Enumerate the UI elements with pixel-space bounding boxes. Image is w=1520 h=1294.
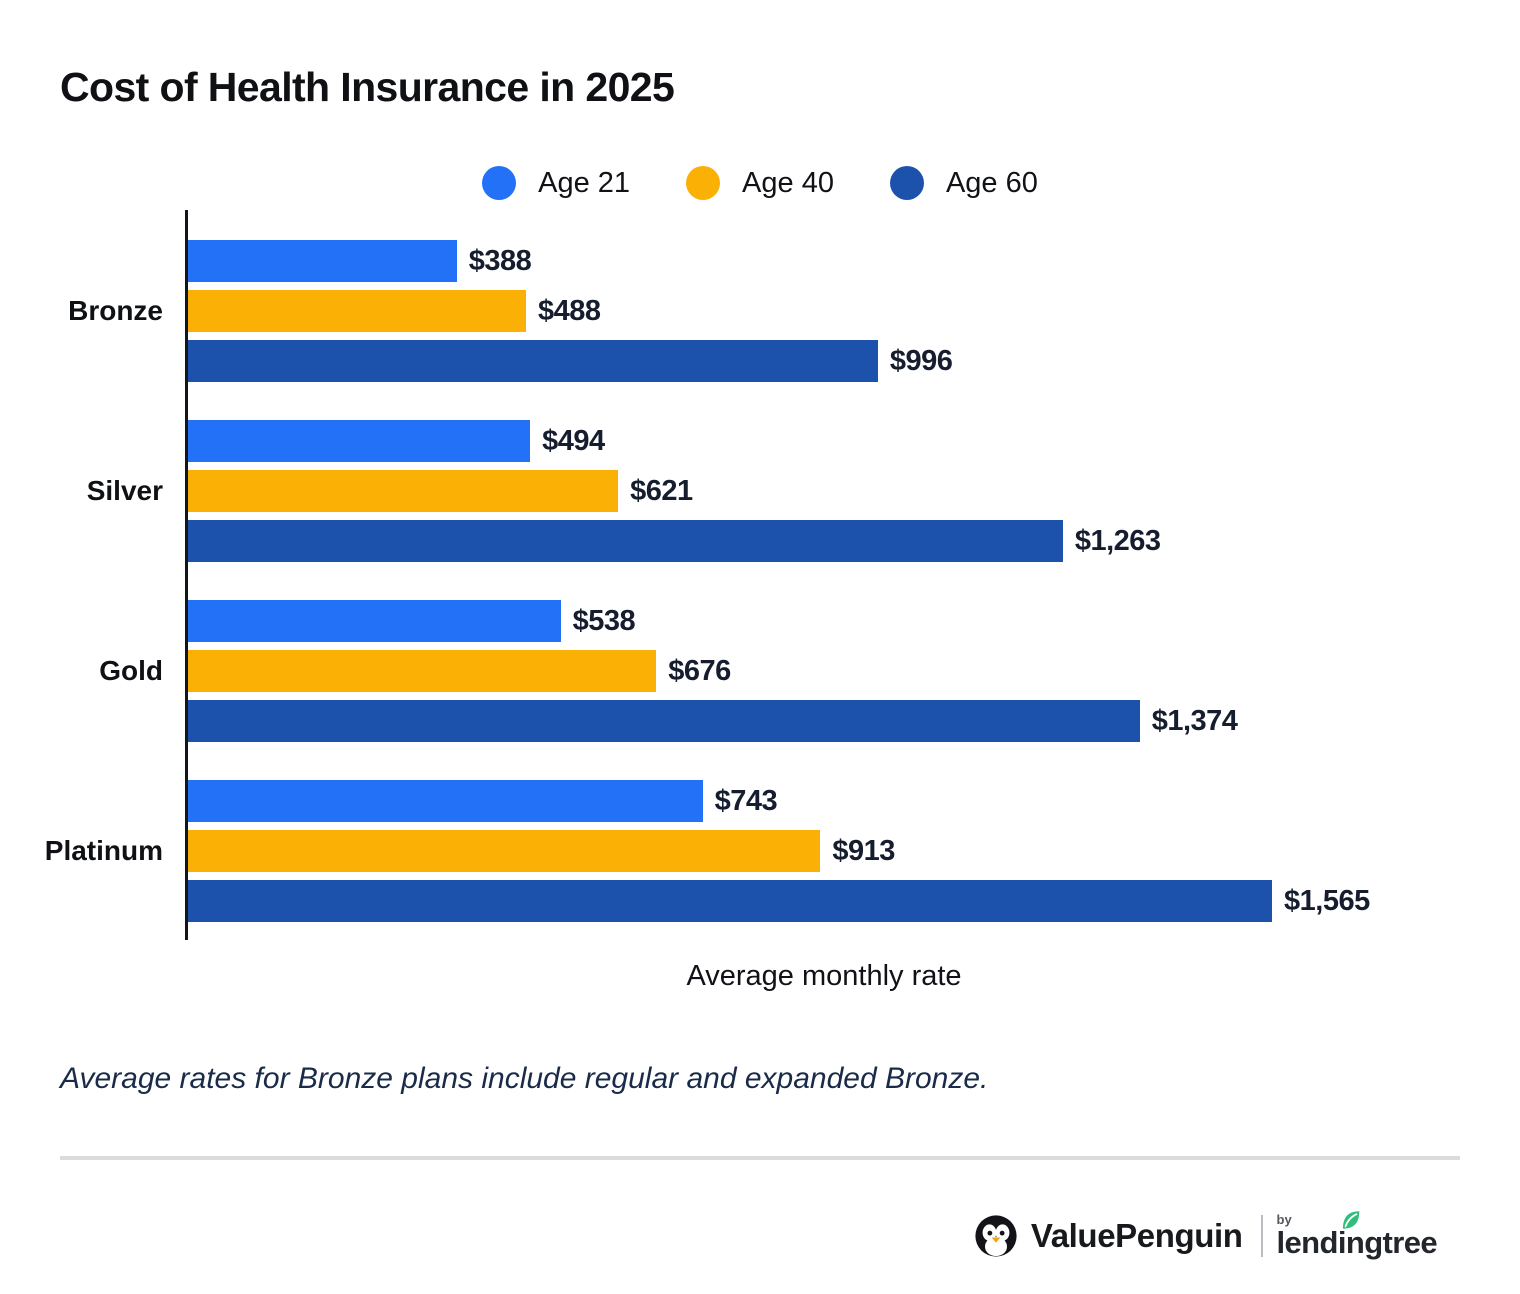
bar-gold-age-40 — [188, 650, 657, 692]
bar-bronze-age-21 — [188, 240, 457, 282]
lendingtree-logo: by lendingtree — [1276, 1210, 1438, 1261]
legend-label: Age 60 — [945, 166, 1038, 199]
chart-legend: Age 21 Age 40 Age 60 — [0, 166, 1520, 200]
bar-row: $621 — [188, 470, 1272, 512]
x-axis-label: Average monthly rate — [686, 960, 962, 992]
bar-row: $676 — [188, 650, 1272, 692]
bar-bronze-age-60 — [188, 340, 878, 382]
bar-row: $913 — [188, 830, 1272, 872]
horizontal-divider — [60, 1156, 1460, 1160]
bar-silver-age-40 — [188, 470, 619, 512]
bar-value-label: $743 — [714, 784, 778, 817]
category-label: Silver — [86, 475, 163, 506]
bar-group-gold: Gold $538 $676 $1,374 — [99, 600, 1272, 742]
bar-row: $488 — [188, 290, 1272, 332]
bar-platinum-age-21 — [188, 780, 703, 822]
bar-row: $996 — [188, 340, 1272, 382]
lendingtree-wordmark: lendingtree — [1276, 1210, 1438, 1261]
bar-value-label: $388 — [468, 244, 532, 277]
valuepenguin-logo: ValuePenguin — [973, 1213, 1243, 1259]
bar-platinum-age-60 — [188, 880, 1272, 922]
bar-row: $1,263 — [188, 520, 1272, 562]
legend-item-age-40: Age 40 — [686, 166, 834, 200]
bar-row: $388 — [188, 240, 1272, 282]
bar-gold-age-60 — [188, 700, 1140, 742]
valuepenguin-wordmark: ValuePenguin — [1030, 1217, 1243, 1254]
footer-logo-separator — [1260, 1215, 1263, 1257]
bar-row: $1,565 — [188, 880, 1370, 922]
category-label: Gold — [99, 655, 163, 686]
bar-row: $743 — [188, 780, 1272, 822]
bar-value-label: $1,263 — [1074, 524, 1161, 557]
bar-chart-plot-area: Bronze $388 $488 $996 Silver $494 $621 $1,263 Go… — [45, 210, 1370, 940]
legend-dot — [482, 166, 517, 200]
bar-row: $1,374 — [188, 700, 1272, 742]
bar-gold-age-21 — [188, 600, 561, 642]
bar-value-label: $538 — [572, 604, 636, 637]
by-label: by — [1276, 1211, 1292, 1227]
penguin-icon — [975, 1215, 1017, 1257]
legend-item-age-60: Age 60 — [889, 166, 1038, 200]
lendingtree-text: lendingtree — [1276, 1224, 1438, 1260]
bar-value-label: $1,565 — [1284, 884, 1370, 917]
bar-value-label: $494 — [542, 424, 605, 457]
bar-silver-age-21 — [188, 420, 531, 462]
legend-dot — [889, 166, 924, 200]
bar-value-label: $621 — [630, 474, 693, 507]
bar-value-label: $913 — [832, 834, 895, 867]
bar-row: $538 — [188, 600, 1272, 642]
bar-platinum-age-40 — [188, 830, 821, 872]
bar-value-label: $996 — [889, 344, 953, 377]
chart-title: Cost of Health Insurance in 2025 — [60, 64, 675, 110]
legend-label: Age 21 — [538, 166, 631, 199]
category-label: Platinum — [44, 835, 163, 866]
legend-dot — [686, 166, 721, 200]
y-axis-line — [185, 210, 188, 940]
legend-label: Age 40 — [742, 166, 834, 199]
legend-item-age-21: Age 21 — [482, 166, 630, 200]
bar-group-bronze: Bronze $388 $488 $996 — [68, 240, 1272, 382]
leaf-icon — [1342, 1210, 1359, 1229]
chart-footnote: Average rates for Bronze plans include r… — [60, 1062, 989, 1095]
category-label: Bronze — [68, 295, 163, 326]
bar-value-label: $488 — [538, 294, 601, 327]
bar-bronze-age-40 — [188, 290, 526, 332]
bar-value-label: $676 — [668, 654, 731, 687]
bar-row: $494 — [188, 420, 1272, 462]
bar-group-platinum: Platinum $743 $913 $1,565 — [45, 780, 1370, 922]
bar-group-silver: Silver $494 $621 $1,263 — [87, 420, 1272, 562]
footer-branding: ValuePenguin by lendingtree — [973, 1208, 1438, 1264]
bar-value-label: $1,374 — [1151, 704, 1238, 737]
bar-silver-age-60 — [188, 520, 1063, 562]
